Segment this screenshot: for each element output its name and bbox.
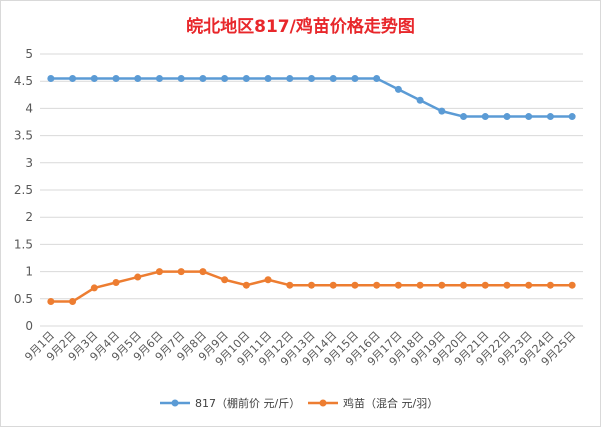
- legend-label: 817（棚前价 元/斤）: [195, 396, 300, 410]
- chart-title: 皖北地区817/鸡苗价格走势图: [186, 17, 415, 37]
- data-point: [134, 74, 142, 82]
- series-line: [50, 77, 573, 118]
- data-point: [47, 74, 55, 82]
- data-point: [568, 281, 576, 289]
- y-tick-label: 0: [25, 319, 33, 333]
- data-point: [525, 113, 533, 121]
- legend-item-1: 817（棚前价 元/斤）: [160, 396, 300, 410]
- series-2: [47, 268, 576, 306]
- data-point: [242, 281, 250, 289]
- data-point: [416, 96, 424, 104]
- data-point: [112, 74, 120, 82]
- data-point: [112, 278, 120, 286]
- data-point: [546, 113, 554, 121]
- data-point: [438, 107, 446, 115]
- data-point: [242, 74, 250, 82]
- y-tick-label: 1: [25, 265, 33, 279]
- data-point: [69, 298, 77, 306]
- data-point: [460, 113, 468, 121]
- data-point: [481, 281, 489, 289]
- data-point: [221, 74, 229, 82]
- data-point: [264, 276, 272, 284]
- data-point: [199, 268, 207, 276]
- data-point: [221, 276, 229, 284]
- data-point: [134, 273, 142, 281]
- data-point: [47, 298, 55, 306]
- data-point: [264, 74, 272, 82]
- data-point: [308, 74, 315, 82]
- y-tick-label: 2.5: [14, 183, 33, 197]
- legend-marker: [319, 399, 327, 407]
- data-point: [546, 281, 554, 289]
- data-point: [460, 281, 468, 289]
- data-point: [69, 74, 77, 82]
- data-point: [90, 284, 98, 292]
- data-point: [481, 113, 489, 121]
- data-point: [155, 74, 163, 82]
- data-point: [286, 281, 294, 289]
- y-tick-label: 4.5: [14, 74, 33, 88]
- data-point: [90, 74, 98, 82]
- data-point: [416, 281, 424, 289]
- data-point: [329, 281, 337, 289]
- data-point: [199, 74, 207, 82]
- data-point: [155, 268, 163, 276]
- y-tick-label: 1.5: [14, 237, 33, 251]
- data-point: [286, 74, 294, 82]
- data-point: [525, 281, 533, 289]
- data-point: [351, 281, 359, 289]
- data-point: [177, 74, 185, 82]
- y-tick-label: 5: [25, 47, 33, 61]
- data-point: [373, 281, 381, 289]
- legend-marker: [171, 399, 179, 407]
- y-tick-label: 0.5: [14, 292, 33, 306]
- y-tick-label: 2: [25, 210, 33, 224]
- series-1: [47, 74, 576, 121]
- series-group: [47, 74, 576, 306]
- data-point: [177, 268, 185, 276]
- data-point: [568, 113, 576, 121]
- data-point: [503, 281, 511, 289]
- data-point: [503, 113, 511, 121]
- legend-label: 鸡苗（混合 元/羽）: [343, 396, 438, 410]
- data-point: [394, 85, 402, 93]
- legend-item-2: 鸡苗（混合 元/羽）: [308, 396, 438, 410]
- data-point: [373, 74, 381, 82]
- legend: 817（棚前价 元/斤） 鸡苗（混合 元/羽）: [160, 396, 438, 410]
- y-tick-label: 3.5: [14, 129, 33, 143]
- gridlines: [40, 53, 583, 327]
- data-point: [308, 281, 315, 289]
- y-tick-label: 3: [25, 156, 33, 170]
- y-tick-label: 4: [25, 101, 33, 115]
- x-axis-ticks: 9月1日9月2日9月3日9月4日9月5日9月6日9月7日9月8日9月9日9月10…: [22, 329, 578, 369]
- data-point: [329, 74, 337, 82]
- y-axis-ticks: 0 0.5 1 1.5 2 2.5 3 3.5 4 4.5 5: [14, 47, 33, 333]
- data-point: [394, 281, 402, 289]
- data-point: [351, 74, 359, 82]
- data-point: [438, 281, 446, 289]
